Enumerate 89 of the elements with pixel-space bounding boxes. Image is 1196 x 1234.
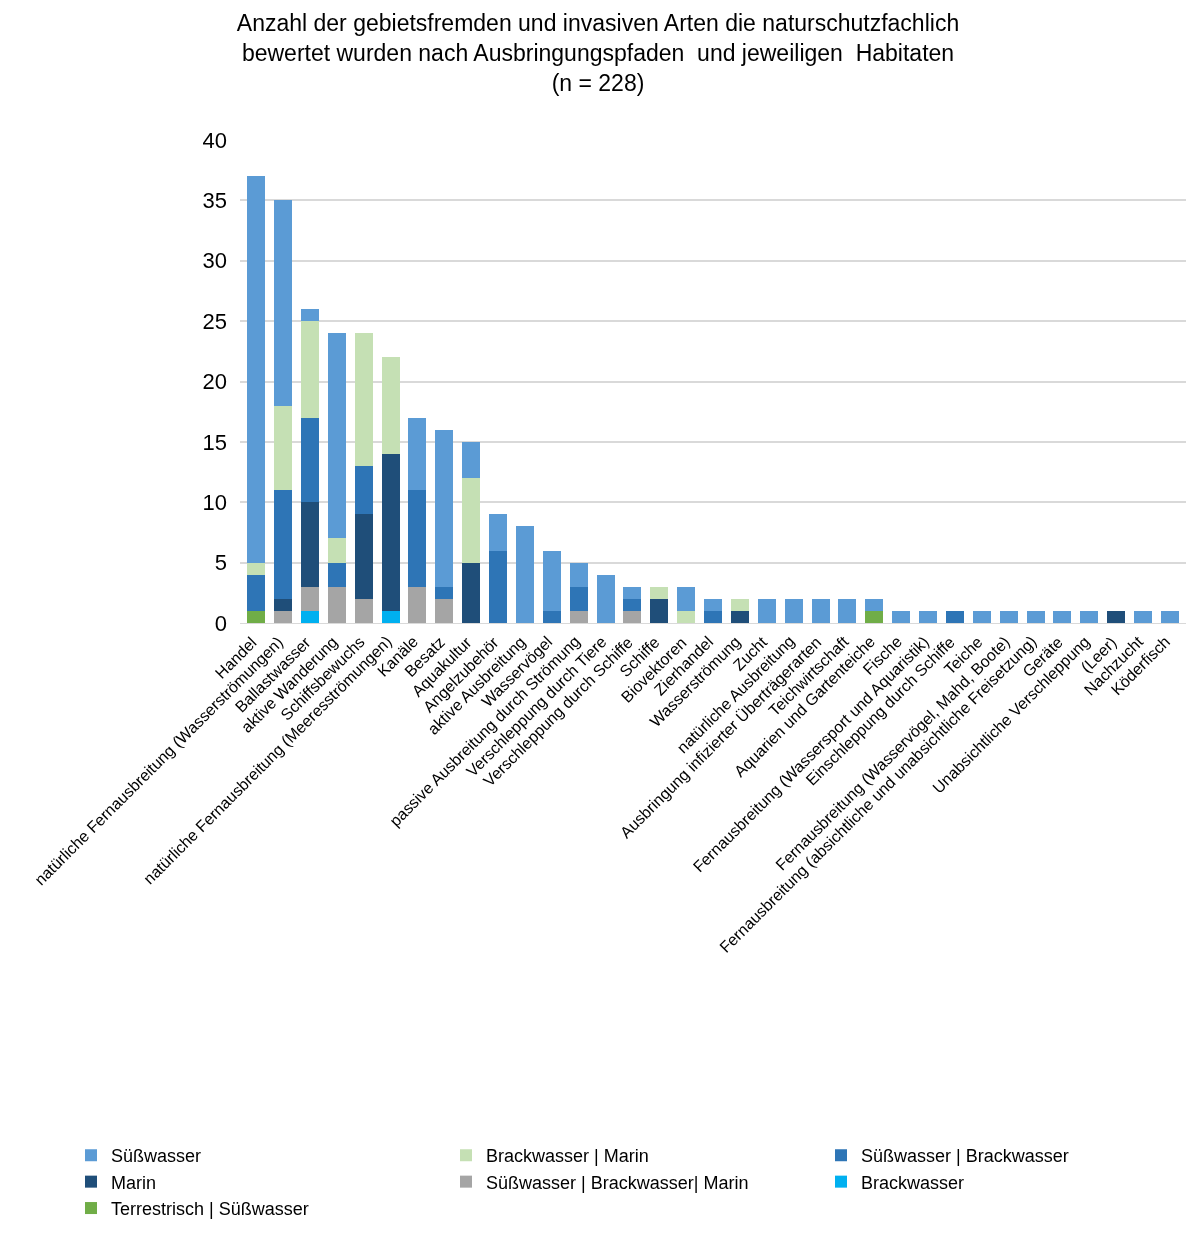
bar — [462, 562, 481, 623]
bar — [300, 610, 319, 623]
bar — [569, 586, 588, 611]
bar — [865, 610, 884, 623]
bar — [274, 490, 292, 599]
y-tick-label: 35 — [202, 188, 227, 214]
y-tick-label: 20 — [202, 369, 227, 395]
bar — [435, 586, 454, 599]
y-tick-label: 25 — [202, 308, 227, 334]
bar — [300, 502, 319, 587]
bar — [354, 466, 373, 515]
bar — [972, 610, 991, 623]
bar — [274, 610, 292, 623]
bar — [704, 598, 722, 611]
y-tick-label: 0 — [214, 610, 227, 636]
bar — [247, 610, 266, 623]
bar — [247, 562, 266, 575]
y-tick-label: 5 — [214, 550, 227, 576]
y-tick-label: 10 — [202, 489, 227, 515]
bar — [623, 598, 642, 611]
bar — [542, 610, 561, 623]
bar — [300, 586, 319, 611]
bar — [300, 321, 319, 418]
legend-label: Terrestrisch | Süßwasser — [111, 1199, 309, 1220]
bar — [730, 598, 749, 611]
bar — [569, 562, 588, 587]
bar — [865, 598, 884, 611]
bar — [327, 333, 346, 539]
bar — [1160, 610, 1179, 623]
bar — [677, 586, 696, 611]
bar — [596, 574, 615, 623]
bar — [408, 417, 427, 491]
legend-label: Marin — [111, 1172, 157, 1193]
bar — [327, 562, 346, 587]
bar — [435, 598, 454, 623]
y-tick-label: 15 — [202, 429, 227, 455]
bar — [838, 598, 857, 623]
bar — [354, 514, 373, 599]
bar — [704, 610, 722, 623]
bar — [569, 610, 588, 623]
bar — [381, 610, 400, 623]
bar — [1080, 610, 1099, 623]
bar — [811, 598, 830, 623]
chart-title: Anzahl der gebietsfremden und invasiven Arten die naturschutzfachlich bewertet wurden nach Ausbringungspfaden und jeweiligen Habitaten (n = 228) — [236, 9, 960, 96]
bar — [542, 550, 561, 611]
bar — [945, 610, 964, 623]
bar — [515, 526, 534, 623]
bar — [408, 490, 427, 587]
bar — [489, 550, 507, 623]
bar — [1026, 610, 1045, 623]
bar — [274, 200, 292, 406]
bar — [381, 453, 400, 611]
bar — [757, 598, 776, 623]
bar — [381, 357, 400, 454]
bar — [327, 586, 346, 623]
bar — [462, 478, 481, 563]
bar — [730, 610, 749, 623]
bar — [354, 598, 373, 623]
legend-label: Süßwasser — [111, 1146, 202, 1167]
bar — [247, 176, 266, 563]
bar — [919, 610, 937, 623]
bar — [623, 610, 642, 623]
bar — [999, 610, 1018, 623]
bar — [1107, 610, 1126, 623]
bar — [784, 598, 803, 623]
bar — [408, 586, 427, 623]
bar — [1134, 610, 1152, 623]
bar — [435, 429, 454, 587]
legend-label: Brackwasser — [861, 1172, 965, 1193]
bar — [489, 514, 507, 551]
bar — [300, 309, 319, 322]
legend-label: Süßwasser | Brackwasser — [861, 1146, 1069, 1167]
bar — [354, 333, 373, 467]
bar — [274, 405, 292, 491]
bar — [327, 538, 346, 563]
bar — [650, 586, 669, 599]
bar — [274, 598, 292, 611]
y-tick-label: 40 — [202, 127, 227, 153]
bar — [892, 610, 911, 623]
bar — [1053, 610, 1072, 623]
legend-label: Süßwasser | Brackwasser| Marin — [486, 1172, 749, 1193]
bar — [623, 586, 642, 599]
y-tick-label: 30 — [202, 248, 227, 274]
legend-label: Brackwasser | Marin — [486, 1146, 649, 1167]
bar — [247, 574, 266, 611]
bar — [300, 417, 319, 503]
bar — [650, 598, 669, 623]
bar — [677, 610, 696, 623]
bar — [462, 441, 481, 479]
